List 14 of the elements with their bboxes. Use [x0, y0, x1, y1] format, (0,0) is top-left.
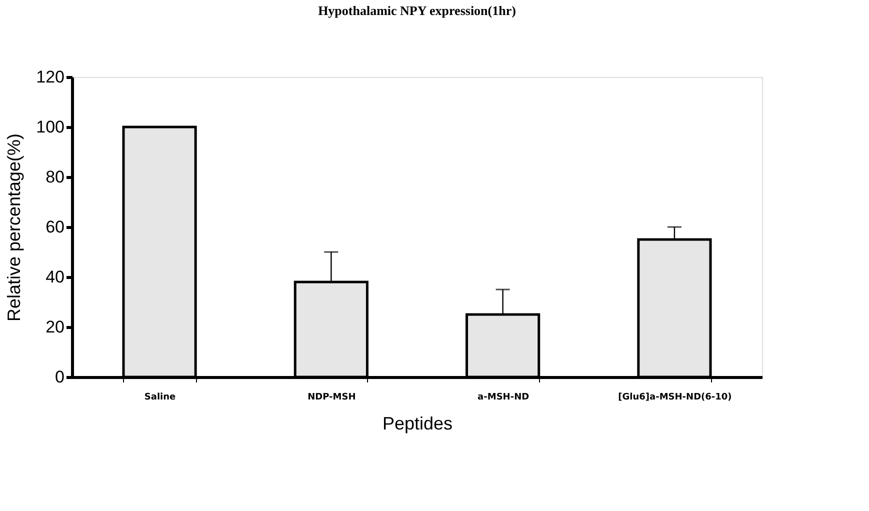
y-tick-label: 100 [36, 118, 64, 136]
y-tick-label: 120 [36, 68, 64, 86]
y-tick-label: 0 [55, 368, 64, 386]
x-tick-label: a-MSH-ND [478, 392, 530, 402]
chart-title: Hypothalamic NPY expression(1hr) [318, 3, 516, 18]
y-tick-label: 60 [46, 218, 64, 236]
x-tick-label: NDP-MSH [308, 392, 356, 402]
y-axis-title: Relative percentage(%) [4, 133, 24, 322]
x-tick-label: [Glu6]a-MSH-ND(6-10) [618, 392, 732, 402]
x-axis-title: Peptides [382, 414, 453, 434]
x-tick-label: Saline [144, 392, 176, 402]
y-tick-label: 20 [46, 318, 64, 336]
y-tick-label: 40 [46, 268, 64, 286]
y-tick-label: 80 [46, 168, 64, 186]
